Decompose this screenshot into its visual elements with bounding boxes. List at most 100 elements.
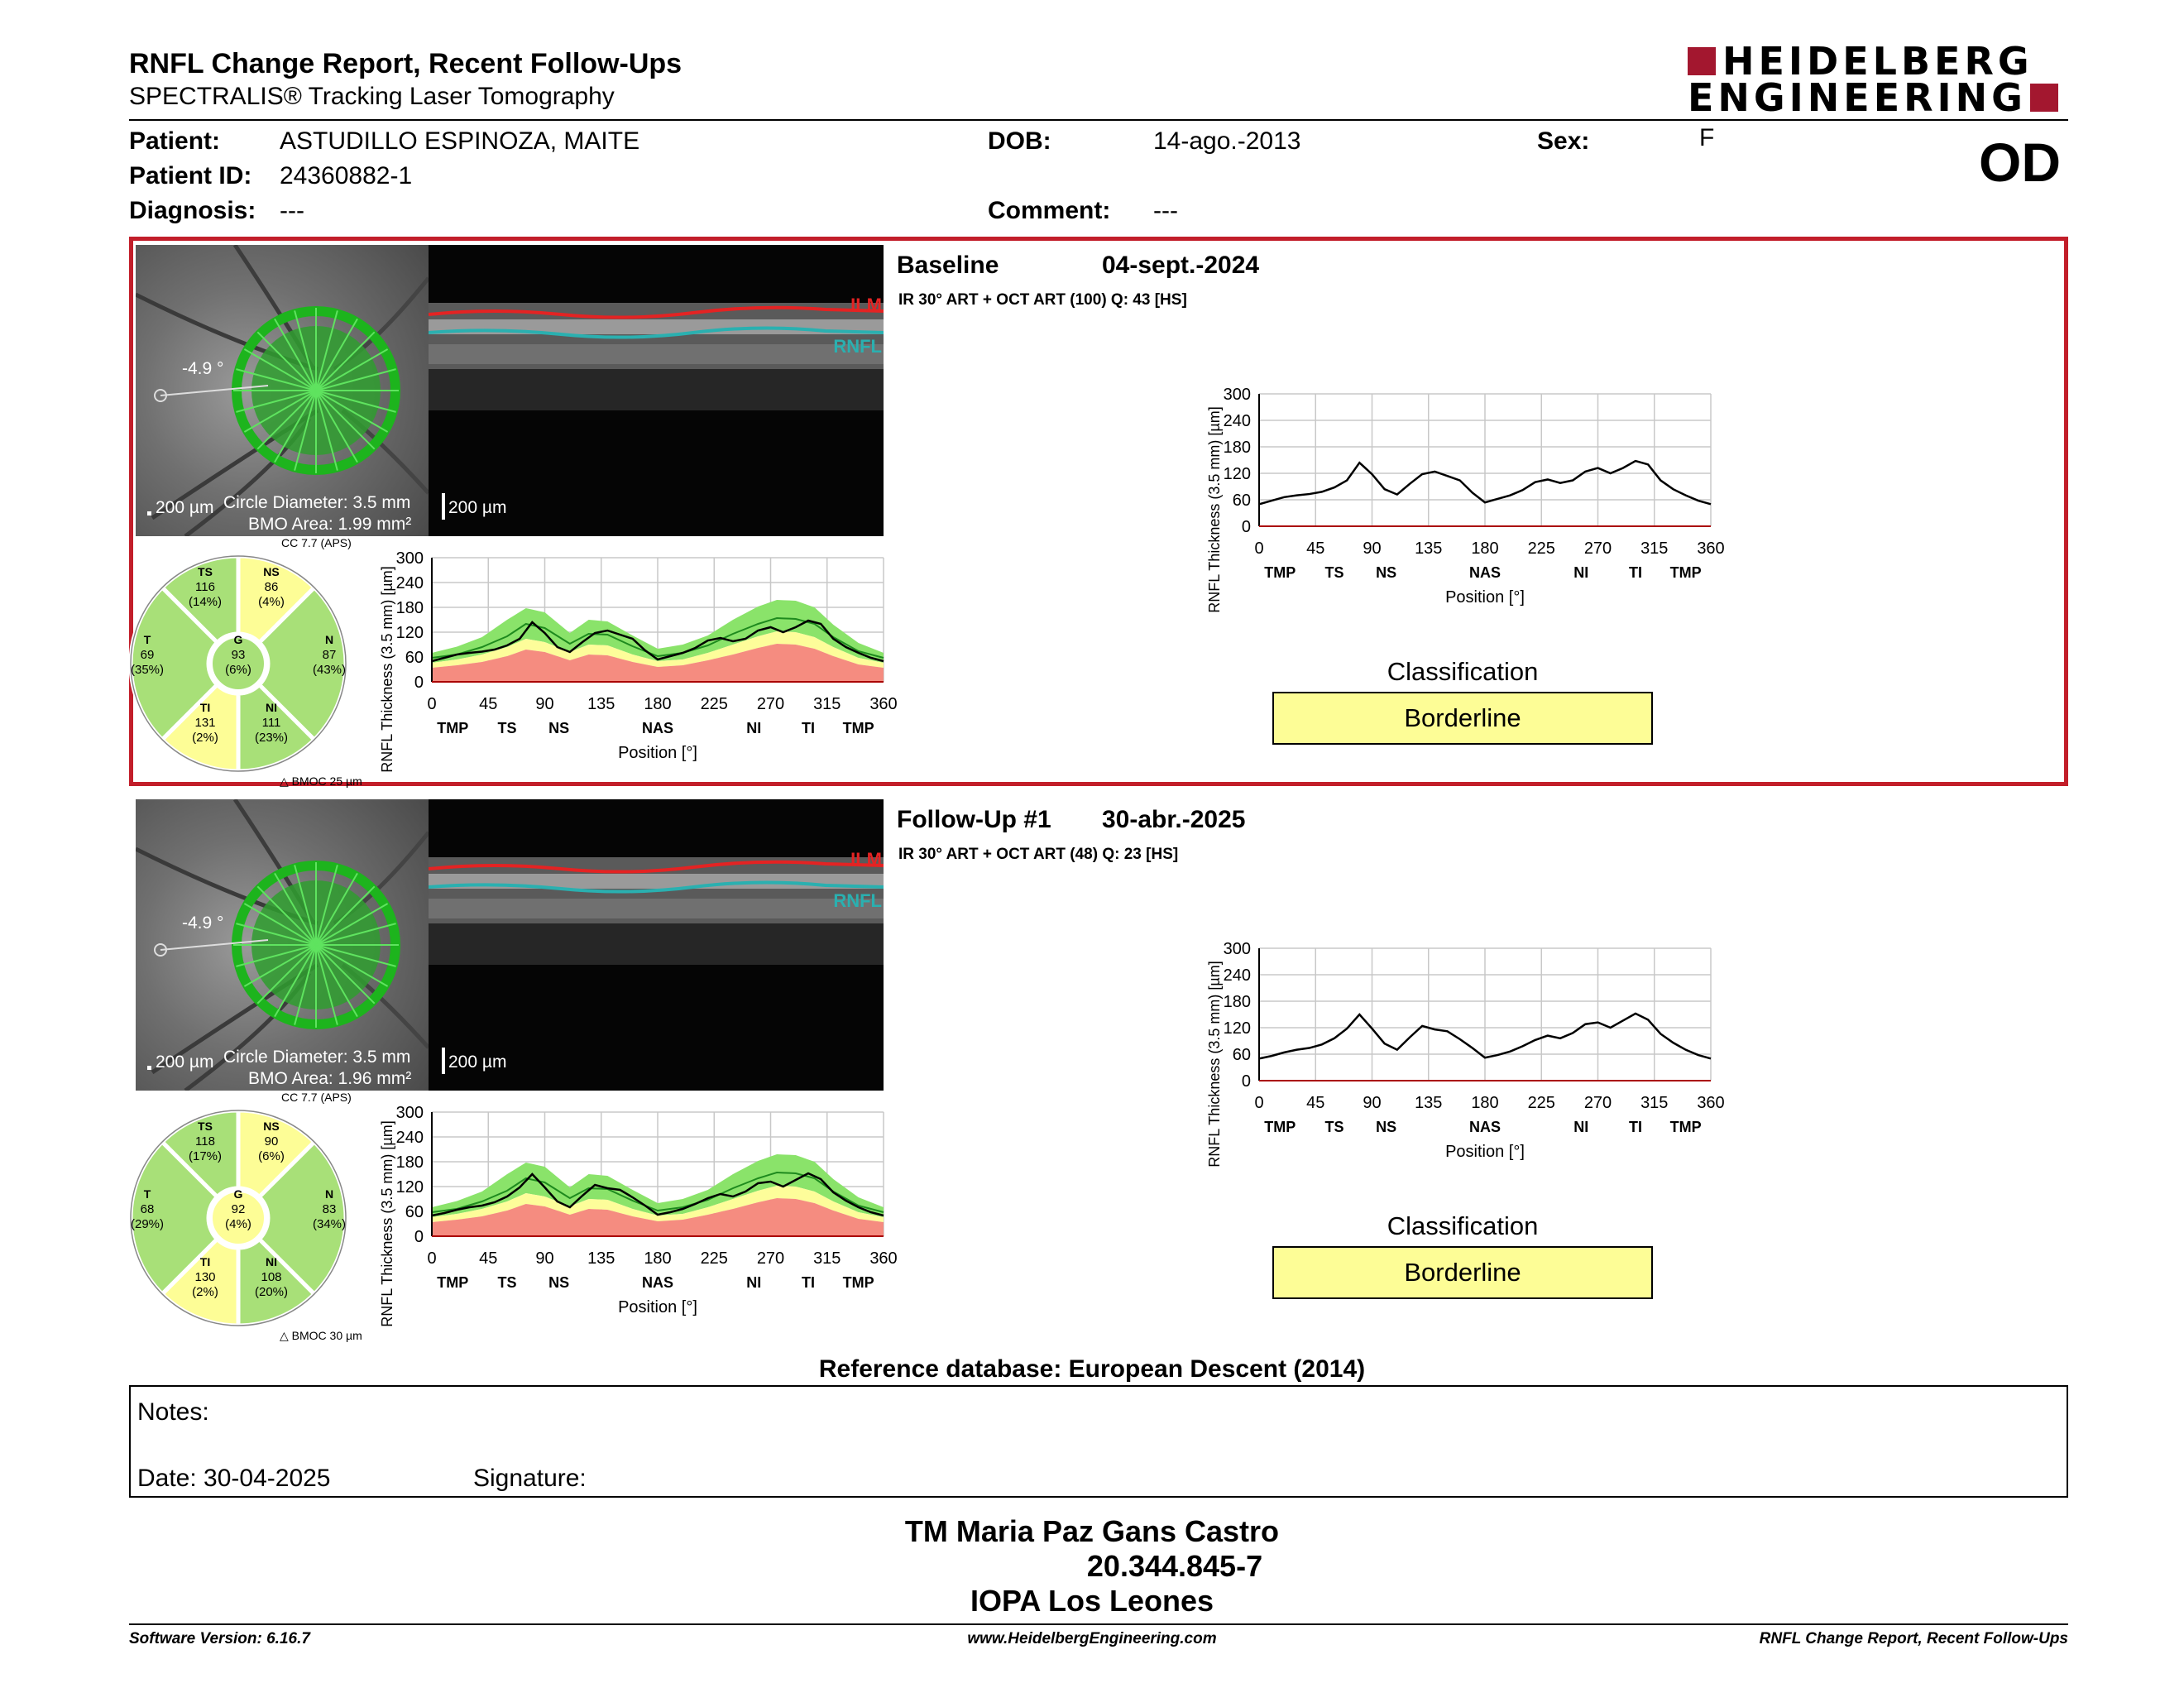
exam-date: 04-sept.-2024 bbox=[1102, 252, 1260, 279]
radial-scan-line bbox=[294, 390, 317, 471]
region-label: NS bbox=[548, 1274, 569, 1291]
signature-label: Signature: bbox=[473, 1465, 587, 1492]
ilm-label: ILM bbox=[850, 295, 882, 315]
y-tick-label: 0 bbox=[1242, 1072, 1251, 1091]
region-label: TMP bbox=[843, 1274, 874, 1291]
y-tick-label: 180 bbox=[396, 599, 424, 617]
rnfl-boundary bbox=[429, 880, 884, 894]
fovea-line bbox=[160, 939, 269, 951]
x-tick-label: 180 bbox=[644, 1249, 671, 1268]
region-label: NAS bbox=[642, 720, 673, 736]
x-tick-label: 180 bbox=[644, 695, 671, 713]
region-label: TI bbox=[1629, 1119, 1642, 1135]
sector-percent: (20%) bbox=[255, 1285, 288, 1299]
outside-normal-band bbox=[432, 1198, 884, 1236]
x-tick-label: 135 bbox=[1415, 539, 1442, 558]
sector-label: G bbox=[234, 1187, 243, 1201]
radial-scan-line bbox=[315, 923, 396, 946]
patient-id: 24360882-1 bbox=[280, 162, 413, 189]
website-link[interactable]: www.HeidelbergEngineering.com bbox=[967, 1630, 1217, 1647]
radial-scan-line bbox=[315, 390, 338, 471]
radial-scan-line bbox=[274, 944, 317, 1018]
radial-scan-line bbox=[256, 331, 317, 391]
radial-scan-line bbox=[315, 885, 376, 946]
x-tick-label: 0 bbox=[427, 695, 436, 713]
region-label: NS bbox=[1376, 564, 1396, 581]
sector-chart: TS 116(14%) NS 86(4%) T 69(35%) G 93(6%) N 87(43%… bbox=[128, 554, 348, 774]
x-tick-label: 0 bbox=[427, 1249, 436, 1268]
x-tick-label: 45 bbox=[1306, 539, 1324, 558]
region-label: TS bbox=[497, 1274, 516, 1291]
bscan-scale: 200 µm bbox=[448, 1053, 507, 1072]
x-tick-label: 0 bbox=[1254, 1094, 1263, 1112]
y-tick-label: 0 bbox=[1242, 518, 1251, 536]
radial-scan-line bbox=[315, 865, 338, 946]
rnfl-profile-chart: 300 240 180 120 60 00 45 90 135 180 225 270 315 360 TM… bbox=[1206, 386, 1725, 613]
radial-scan-line bbox=[294, 865, 317, 946]
radial-scan-line bbox=[315, 310, 338, 391]
radial-scan-line bbox=[243, 944, 317, 987]
radial-scan-line bbox=[236, 923, 317, 946]
radial-scan-line bbox=[315, 872, 358, 946]
footer-report-name: RNFL Change Report, Recent Follow-Ups bbox=[1759, 1630, 2068, 1647]
sector-label: T bbox=[144, 1187, 151, 1201]
cc-label: CC 7.7 (APS) bbox=[281, 536, 352, 549]
exam-date: 30-abr.-2025 bbox=[1102, 806, 1246, 833]
sector-label: TS bbox=[198, 1120, 213, 1133]
region-label: TS bbox=[1324, 564, 1343, 581]
bscan-scale-bar bbox=[442, 1048, 445, 1074]
x-tick-label: 360 bbox=[1697, 1094, 1724, 1112]
patient-id-label: Patient ID: bbox=[129, 162, 252, 189]
retina-layer-mid bbox=[429, 344, 884, 364]
region-label: NI bbox=[746, 720, 761, 736]
borderline-band bbox=[432, 1186, 884, 1222]
sector-g bbox=[209, 1189, 267, 1247]
region-label: TMP bbox=[1264, 564, 1296, 581]
x-tick-label: 0 bbox=[1254, 539, 1263, 558]
choroid bbox=[429, 369, 884, 410]
sector-value: 93 bbox=[232, 648, 246, 662]
rnfl-profile-chart: 300 240 180 120 60 00 45 90 135 180 225 270 315 360 TM… bbox=[1206, 940, 1725, 1168]
classification-title: Classification bbox=[1387, 657, 1539, 686]
radial-scan-line bbox=[274, 318, 317, 391]
sector-value: 86 bbox=[265, 580, 279, 594]
sector-value: 111 bbox=[262, 716, 281, 730]
y-tick-label: 180 bbox=[1224, 439, 1251, 457]
patient-name: ASTUDILLO ESPINOZA, MAITE bbox=[280, 127, 640, 155]
fovea-marker bbox=[154, 389, 167, 402]
sector-value: 68 bbox=[141, 1202, 155, 1216]
sector-percent: (4%) bbox=[258, 595, 285, 609]
radial-scan-line bbox=[243, 348, 317, 391]
radial-scan-line bbox=[243, 390, 317, 433]
x-tick-label: 225 bbox=[1528, 539, 1555, 558]
fundus-scale-bar bbox=[147, 511, 151, 516]
ilm-label: ILM bbox=[850, 849, 882, 870]
y-tick-label: 0 bbox=[414, 674, 424, 692]
sector-g bbox=[209, 635, 267, 693]
sector-percent: (35%) bbox=[131, 663, 164, 677]
retina-layer-bright bbox=[429, 874, 884, 889]
x-tick-label: 135 bbox=[587, 1249, 615, 1268]
radial-scan-line bbox=[315, 944, 376, 1005]
y-tick-label: 0 bbox=[414, 1228, 424, 1246]
radial-scan-line bbox=[315, 318, 358, 391]
radial-scan-line bbox=[315, 944, 358, 1018]
radial-scan-line bbox=[315, 390, 358, 463]
y-tick-label: 60 bbox=[1233, 1046, 1251, 1064]
fovea-marker bbox=[154, 943, 167, 957]
region-label: TMP bbox=[1670, 1119, 1702, 1135]
region-label: TI bbox=[802, 1274, 815, 1291]
y-tick-label: 60 bbox=[405, 649, 424, 667]
x-tick-label: 225 bbox=[1528, 1094, 1555, 1112]
radial-scan-line bbox=[315, 331, 376, 391]
region-label: TMP bbox=[1264, 1119, 1296, 1135]
sector-label: NI bbox=[266, 701, 277, 714]
region-label: NAS bbox=[1469, 564, 1501, 581]
region-label: TMP bbox=[437, 720, 468, 736]
sector-percent: (6%) bbox=[225, 663, 251, 677]
y-tick-label: 120 bbox=[1224, 1019, 1251, 1038]
x-tick-label: 315 bbox=[813, 1249, 841, 1268]
radial-scan-line bbox=[236, 368, 317, 391]
sector-value: 118 bbox=[195, 1134, 215, 1149]
rnfl-boundary bbox=[429, 326, 884, 339]
